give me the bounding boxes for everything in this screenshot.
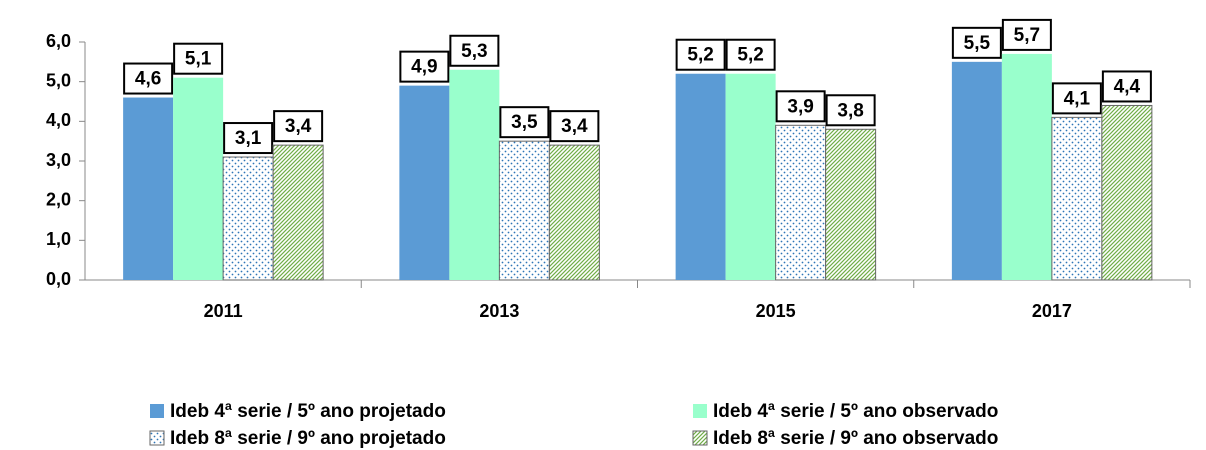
y-tick-label: 1,0	[46, 229, 71, 249]
bar	[449, 69, 500, 281]
y-tick-label: 2,0	[46, 189, 71, 209]
value-label-box	[775, 90, 826, 123]
value-label-box	[1001, 18, 1052, 51]
value-label: 5,3	[461, 41, 487, 62]
legend-label: Ideb 8ª serie / 9º ano projetado	[170, 428, 446, 449]
value-label-box	[123, 62, 174, 95]
bar	[1101, 104, 1153, 281]
value-label: 4,4	[1114, 76, 1141, 97]
value-label: 3,8	[837, 100, 863, 121]
y-tick-label: 4,0	[46, 110, 71, 130]
y-tick-label: 0,0	[46, 269, 71, 289]
value-label: 5,2	[687, 45, 713, 66]
bar	[675, 73, 726, 280]
y-tick-label: 5,0	[46, 70, 71, 90]
value-label: 4,6	[135, 69, 161, 90]
value-label-box	[223, 122, 274, 155]
bar	[1001, 53, 1052, 281]
value-label: 3,5	[511, 112, 538, 133]
x-tick-label: 2011	[204, 301, 243, 321]
legend-label: Ideb 4ª serie / 5º ano projetado	[170, 401, 446, 422]
value-label: 4,1	[1064, 88, 1091, 109]
value-label: 3,4	[285, 116, 312, 137]
legend-swatch	[149, 430, 165, 446]
bar	[399, 85, 450, 280]
value-label-box	[499, 106, 550, 139]
legend-swatch	[692, 430, 708, 446]
value-label: 5,5	[964, 33, 991, 54]
legend-swatch	[693, 404, 707, 418]
bar	[725, 73, 776, 280]
legend-label: Ideb 8ª serie / 9º ano observado	[713, 428, 998, 449]
bar	[222, 156, 274, 281]
bar	[123, 97, 174, 281]
bar	[173, 77, 224, 280]
value-label-box	[549, 110, 600, 143]
y-tick-label: 3,0	[46, 150, 71, 170]
value-label-box	[449, 34, 500, 67]
y-tick-label: 6,0	[46, 31, 71, 51]
value-label: 3,4	[561, 116, 588, 137]
value-label: 5,1	[185, 49, 212, 70]
value-label: 3,9	[787, 96, 813, 117]
bar	[548, 144, 600, 281]
value-label-box	[1101, 70, 1152, 103]
x-tick-label: 2013	[479, 301, 519, 321]
value-label: 5,7	[1014, 25, 1040, 46]
legend-label: Ideb 4ª serie / 5º ano observado	[713, 401, 998, 422]
legend-swatch	[150, 404, 164, 418]
value-label-box	[1051, 82, 1102, 115]
bar	[825, 128, 877, 281]
value-label-box	[725, 38, 776, 71]
bar	[1051, 116, 1103, 281]
x-tick-label: 2017	[1032, 301, 1072, 321]
value-label-box	[951, 26, 1002, 59]
value-label: 3,1	[235, 128, 262, 149]
value-label-box	[173, 42, 224, 75]
x-tick-label: 2015	[756, 301, 796, 321]
bar	[775, 124, 827, 281]
value-label: 5,2	[737, 45, 763, 66]
bar	[498, 140, 550, 281]
bar	[951, 61, 1002, 281]
value-label-box	[675, 38, 726, 71]
bar	[272, 144, 324, 281]
value-label-box	[399, 50, 450, 83]
value-label: 4,9	[411, 57, 437, 78]
value-label-box	[825, 94, 876, 127]
value-label-box	[273, 110, 324, 143]
